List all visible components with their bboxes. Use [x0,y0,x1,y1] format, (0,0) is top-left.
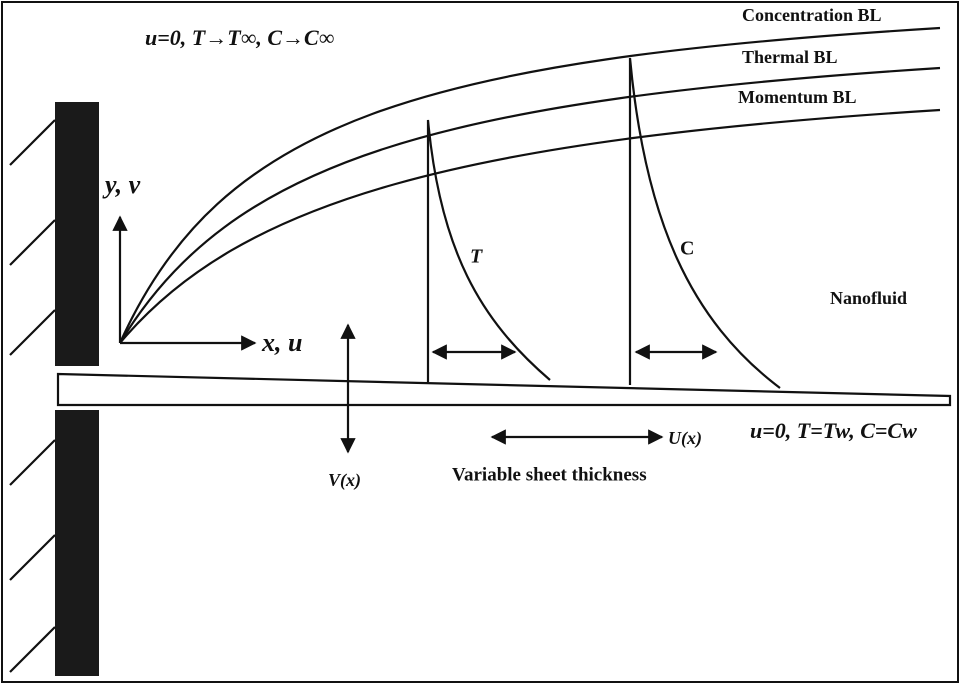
wall-upper [55,102,99,366]
x-axis-label: x, u [261,328,302,357]
concentration-profile [628,57,781,389]
concentration-bl [118,26,941,344]
y-axis-label: y, v [102,170,141,199]
ambient-condition: u=0, T→T∞, C→C∞ [145,25,335,50]
temperature-profile [426,119,551,382]
bl-label: Momentum BL [738,87,857,107]
sheet [56,372,952,407]
fluid-label: Nanofluid [830,288,907,308]
u-label: U(x) [668,428,702,449]
profile-label: T [470,246,483,268]
wall-condition: u=0, T=Tw, C=Cw [750,418,917,443]
bl-label: Concentration BL [742,5,882,25]
bl-label: Thermal BL [742,47,838,67]
wall-hatch [9,119,56,673]
sheet-label: Variable sheet thickness [452,464,647,485]
momentum-bl [119,108,941,344]
wall-lower [55,410,99,676]
thermal-bl [119,66,941,344]
profile-label: C [680,238,694,260]
v-label: V(x) [328,470,361,491]
